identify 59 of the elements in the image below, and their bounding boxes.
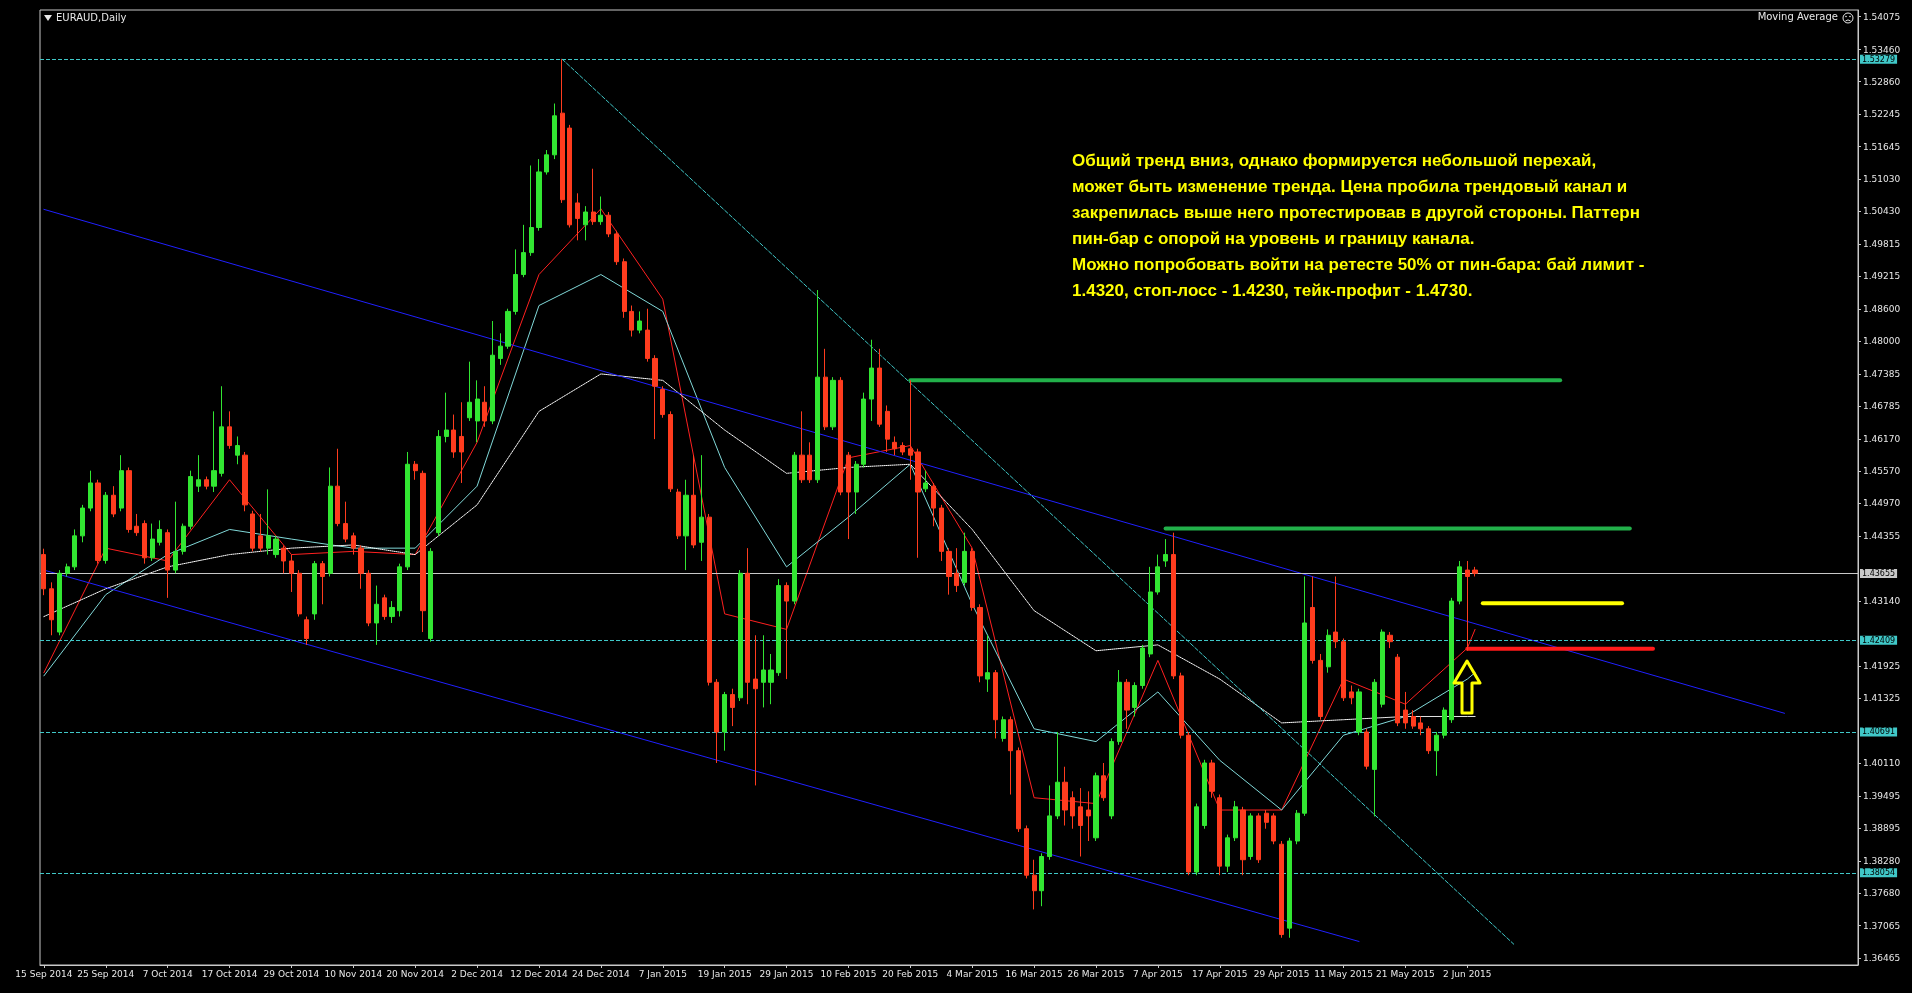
y-tick-label: 1.53460 (1863, 44, 1901, 55)
y-tick-label: 1.39495 (1863, 790, 1901, 801)
x-tick-label: 2 Jun 2015 (1443, 968, 1492, 979)
y-tick-label: 1.45570 (1863, 466, 1901, 477)
y-tick-label: 1.37065 (1863, 920, 1901, 931)
x-tick-label: 29 Apr 2015 (1253, 968, 1310, 979)
y-tick-label: 1.36465 (1863, 952, 1901, 963)
y-tick-label: 1.51030 (1863, 174, 1901, 185)
annotation: Moving Average (1757, 11, 1838, 22)
y-tick-label: 1.48000 (1863, 336, 1901, 347)
x-tick-label: 7 Jan 2015 (638, 968, 687, 979)
y-tick-label: 1.54075 (1863, 11, 1901, 22)
x-tick-label: 7 Oct 2014 (142, 968, 193, 979)
x-tick-label: 21 May 2015 (1376, 968, 1435, 979)
y-tick-label: 1.46785 (1863, 401, 1901, 412)
ref-line-label: 1.53279 (1862, 54, 1896, 64)
y-tick-label: 1.41325 (1863, 693, 1901, 704)
ref-line-label: 1.43655 (1862, 569, 1896, 579)
x-tick-label: 7 Apr 2015 (1132, 968, 1183, 979)
x-tick-label: 25 Sep 2014 (77, 968, 135, 979)
x-tick-label: 20 Feb 2015 (882, 968, 939, 979)
ref-line-label: 1.42409 (1862, 635, 1896, 645)
annotation: Общий тренд вниз, однако формируется небольшой перехай, может быть изменение тренда. Цена пробила трендовый канал и закрепилась выше него протестировав в другой стороны. Паттерн пин-бар с опорой на уровень и границу канала. Можно попробовать войти на ретесте 50% от пин-бара: бай лимит - 1.4320, стоп-лосс - 1.4230, тейк-профит - 1.4730. (1072, 150, 1645, 302)
x-tick-label: 17 Oct 2014 (201, 968, 258, 979)
x-tick-label: 12 Dec 2014 (510, 968, 568, 979)
y-tick-label: 1.49815 (1863, 239, 1901, 250)
y-tick-label: 1.38280 (1863, 855, 1901, 866)
x-tick-label: 10 Nov 2014 (324, 968, 383, 979)
y-tick-label: 1.41925 (1863, 660, 1901, 671)
x-tick-label: 17 Apr 2015 (1191, 968, 1248, 979)
x-tick-label: 2 Dec 2014 (451, 968, 504, 979)
y-tick-label: 1.37680 (1863, 887, 1901, 898)
x-tick-label: 10 Feb 2015 (820, 968, 877, 979)
y-tick-label: 1.52245 (1863, 109, 1901, 120)
ref-line-label: 1.38054 (1862, 868, 1896, 878)
y-tick-label: 1.44970 (1863, 498, 1901, 509)
y-tick-label: 1.47385 (1863, 369, 1901, 380)
y-tick-label: 1.46170 (1863, 434, 1901, 445)
x-tick-label: 11 May 2015 (1314, 968, 1373, 979)
x-tick-label: 19 Jan 2015 (697, 968, 752, 979)
chart-title: EURAUD,Daily (56, 12, 127, 23)
x-tick-label: 16 Mar 2015 (1005, 968, 1063, 979)
x-tick-label: 29 Jan 2015 (759, 968, 814, 979)
y-tick-label: 1.38895 (1863, 822, 1901, 833)
y-tick-label: 1.51645 (1863, 141, 1901, 152)
x-tick-label: 24 Dec 2014 (572, 968, 630, 979)
y-tick-label: 1.43140 (1863, 596, 1901, 607)
y-tick-label: 1.50430 (1863, 206, 1901, 217)
y-tick-label: 1.49215 (1863, 271, 1901, 282)
y-tick-label: 1.44355 (1863, 531, 1901, 542)
y-tick-label: 1.52860 (1863, 76, 1901, 87)
ref-line-label: 1.40691 (1862, 727, 1896, 737)
x-tick-label: 15 Sep 2014 (15, 968, 73, 979)
x-tick-label: 26 Mar 2015 (1067, 968, 1125, 979)
x-tick-label: 20 Nov 2014 (386, 968, 445, 979)
x-tick-label: 29 Oct 2014 (263, 968, 320, 979)
y-tick-label: 1.40110 (1863, 757, 1901, 768)
x-tick-label: 4 Mar 2015 (946, 968, 998, 979)
y-tick-label: 1.48600 (1863, 304, 1901, 315)
